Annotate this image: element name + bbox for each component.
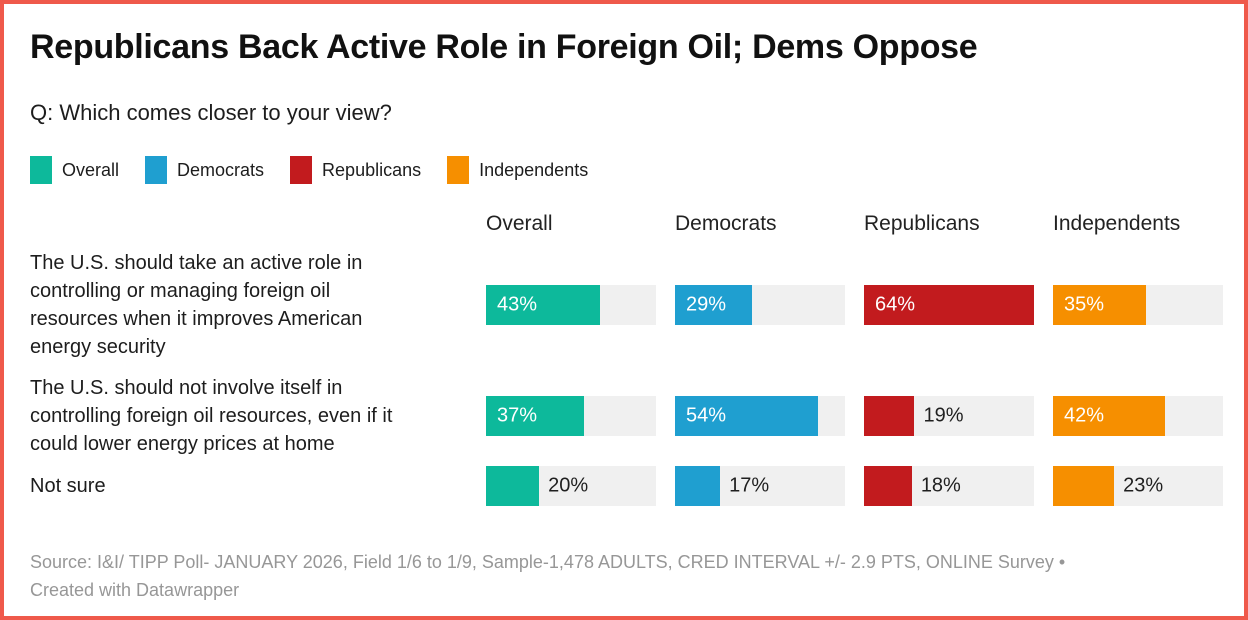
column-header-democrats: Democrats (675, 212, 777, 235)
bar-fill (864, 396, 915, 436)
chart-title: Republicans Back Active Role in Foreign … (30, 28, 978, 66)
bar-fill (486, 466, 540, 506)
bar-value-label: 18% (920, 474, 961, 497)
column-header-republicans: Republicans (864, 212, 980, 235)
bar-value-label: 35% (1064, 293, 1105, 316)
source-attribution: Source: I&I/ TIPP Poll- JANUARY 2026, Fi… (30, 552, 1066, 600)
bar-value-label: 64% (875, 293, 916, 316)
bar-independents: 23% (1053, 466, 1223, 506)
bar-republicans: 19% (864, 396, 1034, 436)
bar-independents: 42% (1053, 396, 1223, 436)
bar-fill (486, 285, 601, 325)
column-header-independents: Independents (1053, 212, 1181, 235)
bar-fill (675, 466, 721, 506)
bar-value-label: 54% (686, 404, 727, 427)
column-header-overall: Overall (486, 212, 553, 235)
legend-label: Democrats (177, 160, 265, 180)
legend-swatch-overall (30, 156, 52, 184)
bar-fill (864, 466, 912, 506)
legend-swatch-republicans (290, 156, 313, 184)
row-label-line: The U.S. should take an active role in (30, 252, 363, 274)
legend-swatch-democrats (145, 156, 168, 184)
row-label: Not sure (30, 472, 467, 500)
bar-value-label: 42% (1064, 404, 1105, 427)
bar-value-label: 23% (1123, 474, 1164, 497)
bar-value-label: 17% (729, 474, 770, 497)
row-label-line: Not sure (30, 475, 106, 497)
bar-value-label: 19% (923, 404, 964, 427)
bar-value-label: 37% (497, 404, 538, 427)
bar-value-label: 43% (497, 293, 538, 316)
bar-democrats: 29% (675, 285, 845, 325)
table-row: The U.S. should take an active role in c… (30, 249, 1223, 361)
legend-item-independents: Independents (447, 156, 588, 184)
row-label: The U.S. should take an active role in c… (30, 249, 467, 361)
legend-swatch-independents (447, 156, 470, 184)
bar-overall: 20% (486, 466, 656, 506)
bar-fill (864, 285, 1034, 325)
bar-independents: 35% (1053, 285, 1223, 325)
row-label-line: could lower energy prices at home (30, 433, 335, 455)
bar-value-label: 20% (548, 474, 589, 497)
bar-fill (1053, 466, 1115, 506)
legend: Overall Democrats Republicans Independen… (30, 156, 1218, 184)
bar-republicans: 64% (864, 285, 1034, 325)
row-label-line: controlling foreign oil resources, even … (30, 405, 393, 427)
row-label-line: resources when it improves American (30, 308, 363, 330)
bar-fill (675, 396, 819, 436)
legend-item-democrats: Democrats (145, 156, 264, 184)
bar-fill (675, 285, 753, 325)
row-label-line: controlling or managing foreign oil (30, 280, 331, 302)
bar-overall: 43% (486, 285, 656, 325)
bar-republicans: 18% (864, 466, 1034, 506)
legend-item-overall: Overall (30, 156, 119, 184)
bar-fill (1053, 285, 1146, 325)
row-label-line: energy security (30, 336, 166, 358)
legend-label: Republicans (322, 160, 422, 180)
bar-democrats: 17% (675, 466, 845, 506)
spacer (30, 211, 467, 237)
legend-item-republicans: Republicans (290, 156, 421, 184)
table-row: Not sure 20% 17% 18% 23% (30, 466, 1223, 506)
row-label: The U.S. should not involve itself in co… (30, 374, 467, 458)
bar-value-label: 29% (686, 293, 727, 316)
table-row: The U.S. should not involve itself in co… (30, 374, 1223, 458)
column-headers: Overall Democrats Republicans Independen… (30, 211, 1218, 237)
bar-overall: 37% (486, 396, 656, 436)
legend-label: Independents (479, 160, 589, 180)
bar-democrats: 54% (675, 396, 845, 436)
bar-fill (486, 396, 585, 436)
bar-fill (1053, 396, 1165, 436)
chart-subtitle: Q: Which comes closer to your view? (30, 100, 392, 125)
row-label-line: The U.S. should not involve itself in (30, 377, 343, 399)
legend-label: Overall (62, 160, 120, 180)
